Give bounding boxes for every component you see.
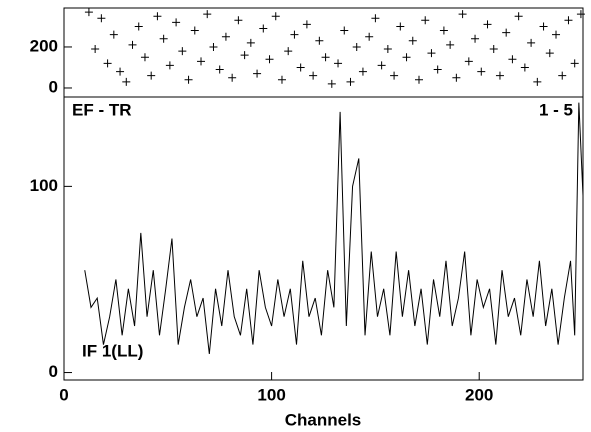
marker bbox=[439, 26, 448, 35]
marker bbox=[477, 67, 486, 76]
marker bbox=[520, 63, 529, 72]
marker bbox=[402, 53, 411, 62]
marker bbox=[296, 63, 305, 72]
marker bbox=[527, 38, 536, 47]
marker bbox=[290, 30, 299, 39]
annotation: IF 1(LL) bbox=[82, 341, 143, 360]
marker bbox=[271, 12, 280, 21]
marker bbox=[495, 71, 504, 80]
marker bbox=[514, 12, 523, 21]
marker bbox=[433, 65, 442, 74]
marker bbox=[483, 20, 492, 29]
y-tick-label: 0 bbox=[49, 77, 58, 96]
marker bbox=[365, 32, 374, 41]
marker bbox=[539, 22, 548, 31]
marker bbox=[545, 49, 554, 58]
x-tick-label: 200 bbox=[465, 385, 493, 404]
y-tick-label: 100 bbox=[30, 176, 58, 195]
marker bbox=[346, 77, 355, 86]
marker bbox=[327, 79, 336, 88]
marker bbox=[552, 30, 561, 39]
marker bbox=[408, 36, 417, 45]
marker bbox=[383, 45, 392, 54]
y-tick-label: 200 bbox=[30, 36, 58, 55]
marker bbox=[390, 71, 399, 80]
marker bbox=[265, 55, 274, 64]
marker bbox=[116, 67, 125, 76]
marker bbox=[446, 40, 455, 49]
marker bbox=[352, 42, 361, 51]
marker bbox=[396, 22, 405, 31]
bottom-frame bbox=[63, 96, 584, 381]
marker bbox=[570, 59, 579, 68]
x-tick-label: 100 bbox=[257, 385, 285, 404]
marker bbox=[165, 61, 174, 70]
marker bbox=[259, 24, 268, 33]
marker bbox=[147, 71, 156, 80]
y-tick-label: 0 bbox=[49, 362, 58, 381]
line bbox=[84, 102, 584, 354]
marker bbox=[414, 75, 423, 84]
marker bbox=[91, 45, 100, 54]
marker bbox=[215, 65, 224, 74]
marker bbox=[489, 45, 498, 54]
top-frame bbox=[63, 7, 584, 98]
marker bbox=[358, 67, 367, 76]
marker bbox=[103, 59, 112, 68]
marker bbox=[159, 34, 168, 43]
marker bbox=[246, 38, 255, 47]
marker bbox=[576, 10, 585, 19]
x-tick-label: 0 bbox=[59, 385, 68, 404]
marker bbox=[190, 26, 199, 35]
marker bbox=[284, 47, 293, 56]
marker bbox=[458, 10, 467, 19]
marker bbox=[277, 75, 286, 84]
marker bbox=[371, 14, 380, 23]
marker bbox=[221, 32, 230, 41]
marker bbox=[558, 71, 567, 80]
marker bbox=[309, 71, 318, 80]
marker bbox=[209, 42, 218, 51]
marker bbox=[471, 34, 480, 43]
marker bbox=[134, 22, 143, 31]
annotation: 1 - 5 bbox=[539, 100, 573, 119]
marker bbox=[315, 36, 324, 45]
marker bbox=[502, 28, 511, 37]
marker bbox=[302, 20, 311, 29]
marker bbox=[203, 10, 212, 19]
marker bbox=[421, 16, 430, 25]
marker bbox=[377, 61, 386, 70]
marker bbox=[234, 16, 243, 25]
marker bbox=[508, 55, 517, 64]
marker bbox=[452, 73, 461, 82]
marker bbox=[128, 40, 137, 49]
marker bbox=[178, 47, 187, 56]
marker bbox=[197, 57, 206, 66]
marker bbox=[109, 30, 118, 39]
marker bbox=[533, 77, 542, 86]
marker bbox=[140, 53, 149, 62]
marker bbox=[321, 53, 330, 62]
marker bbox=[97, 14, 106, 23]
marker bbox=[564, 16, 573, 25]
x-axis-label: Channels bbox=[285, 410, 362, 429]
marker bbox=[153, 12, 162, 21]
marker bbox=[427, 49, 436, 58]
marker bbox=[184, 75, 193, 84]
marker bbox=[240, 51, 249, 60]
marker bbox=[340, 26, 349, 35]
marker bbox=[464, 57, 473, 66]
marker bbox=[122, 77, 131, 86]
marker bbox=[84, 8, 93, 17]
marker bbox=[334, 59, 343, 68]
marker bbox=[228, 73, 237, 82]
marker bbox=[172, 18, 181, 27]
annotation: EF - TR bbox=[72, 100, 132, 119]
marker bbox=[253, 69, 262, 78]
